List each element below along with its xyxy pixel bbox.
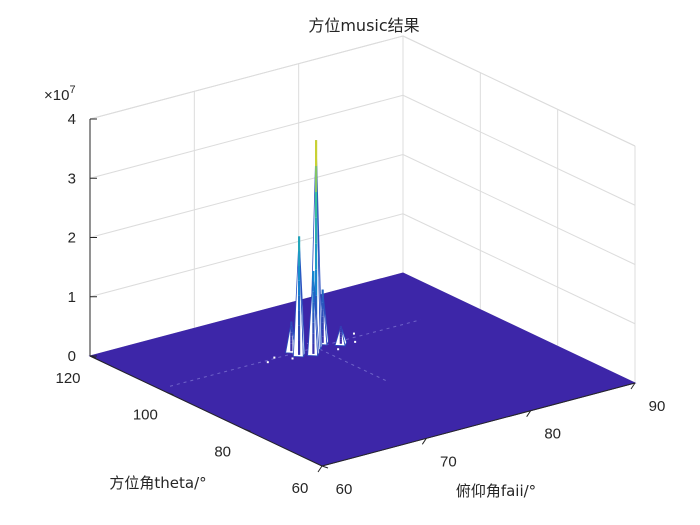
y-axis-label: 方位角theta/° — [109, 474, 206, 492]
z-exponent-power: 7 — [69, 84, 75, 96]
x-tick-mark — [526, 410, 532, 417]
z-exponent-base: ×10 — [44, 87, 69, 104]
x-tick-mark — [630, 382, 636, 390]
surface-spike-face-right — [322, 289, 329, 346]
z-tick-label: 3 — [68, 170, 76, 187]
x-axis-line — [321, 382, 636, 467]
x-tick-label: 60 — [336, 481, 353, 498]
surface-speckle — [337, 348, 340, 351]
z-exponent-label: ×107 — [44, 84, 76, 104]
y-tick-label: 120 — [55, 370, 80, 387]
y-tick-label: 80 — [214, 443, 231, 460]
z-tick-label: 0 — [68, 348, 76, 365]
chart-title: 方位music结果 — [308, 16, 419, 35]
surface-speckle — [291, 357, 294, 360]
surface-speckle — [266, 361, 269, 364]
y-tick-mark — [321, 465, 329, 469]
grid-line-z-backright — [402, 154, 636, 265]
x-tick-label: 70 — [440, 453, 457, 470]
z-tick-label: 1 — [68, 289, 76, 306]
x-tick-mark — [317, 465, 323, 473]
grid-line-z-backright — [402, 94, 636, 206]
surface-spike-face-right — [340, 325, 348, 348]
surface-plot — [88, 140, 637, 467]
surface-spike-face-right — [298, 236, 306, 358]
x-tick-mark — [421, 438, 427, 445]
grid-line-z-backright — [402, 213, 636, 325]
grid-line-z-backleft — [89, 94, 404, 179]
surface-spike-face-right — [315, 140, 323, 350]
surface-speckle — [354, 340, 357, 343]
surface-spike-face-right — [313, 270, 320, 357]
y-tick-mark — [244, 428, 251, 432]
grid-top-edge-right — [402, 35, 636, 147]
surface-speckle — [352, 332, 355, 335]
z-tick-label: 2 — [68, 230, 76, 247]
axes: 60 70 80 90 60 80 100 120 0 1 2 3 4 — [55, 111, 665, 498]
x-tick-label: 80 — [544, 426, 561, 443]
y-axis-line — [89, 355, 323, 467]
z-tick-label: 4 — [68, 111, 76, 128]
y-tick-mark — [167, 392, 174, 396]
x-tick-label: 90 — [649, 398, 666, 415]
grid-line-z-backleft — [89, 154, 404, 238]
surface-speckle — [273, 356, 276, 359]
y-tick-label: 60 — [292, 480, 309, 497]
grid-line-z-backleft — [89, 213, 404, 298]
surface-ridge-x — [169, 319, 421, 387]
grid-top-edge-left — [89, 35, 404, 120]
x-axis-label: 俯仰角faii/° — [456, 482, 536, 500]
y-tick-label: 100 — [133, 407, 158, 424]
